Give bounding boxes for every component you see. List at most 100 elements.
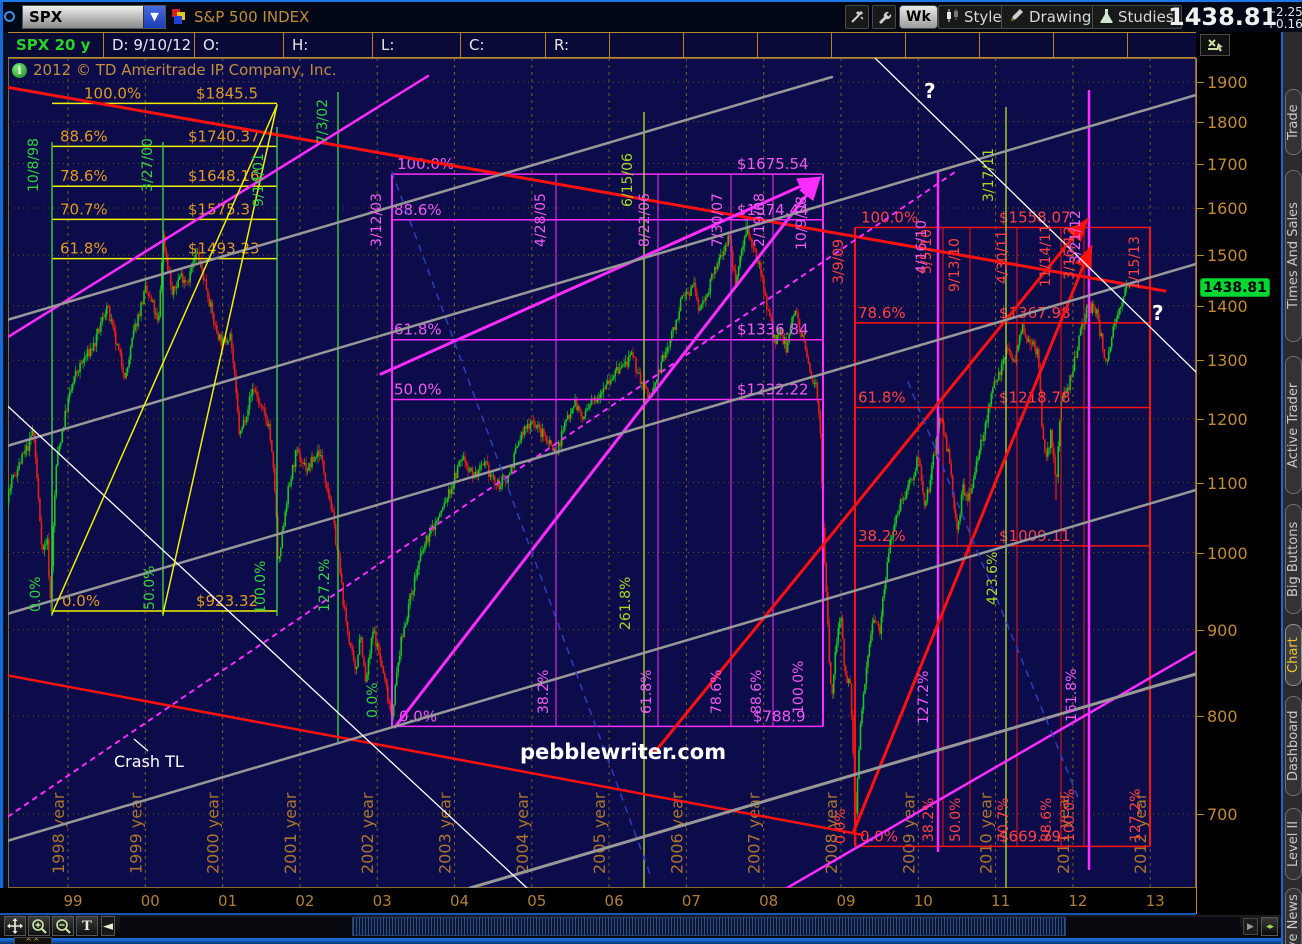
svg-text:127.2%: 127.2% — [916, 671, 932, 724]
svg-text:3/16/12: 3/16/12 — [1062, 226, 1078, 280]
style-candle-icon — [946, 8, 959, 27]
svg-text:4/16/10: 4/16/10 — [914, 220, 930, 274]
price-tick — [1197, 360, 1204, 362]
svg-text:70.7%: 70.7% — [60, 200, 108, 218]
drawings-button[interactable]: Drawings — [1001, 5, 1108, 29]
svg-text:9/13/10: 9/13/10 — [947, 238, 963, 292]
timeframe-button[interactable]: Wk — [899, 5, 938, 29]
year-axis-label: 03 — [372, 892, 392, 910]
price-tick-label: 900 — [1207, 620, 1238, 640]
scroll-right-icon[interactable]: ▶ — [1243, 918, 1258, 935]
flask-icon — [1100, 8, 1113, 27]
svg-text:10/9/08: 10/9/08 — [794, 196, 810, 250]
svg-text:38.2%: 38.2% — [858, 527, 906, 545]
price-change: +2.25 — [1266, 5, 1302, 19]
hand-cursor-icon[interactable] — [1200, 34, 1230, 56]
svg-text:0.0%: 0.0% — [28, 576, 44, 612]
chevron-expand-icon[interactable]: ^^ — [14, 937, 52, 944]
price-tick — [1197, 82, 1204, 83]
time-fib-verticals — [51, 90, 1091, 888]
price-tick-label: 1600 — [1207, 198, 1248, 218]
price-tick-label: 1500 — [1207, 246, 1248, 266]
svg-text:0.0%: 0.0% — [365, 682, 381, 718]
ohlc-empty-cell — [610, 33, 684, 57]
svg-text:50.0%: 50.0% — [394, 380, 442, 398]
symbol-link-ring-icon[interactable] — [4, 11, 15, 22]
svg-text:?: ? — [1152, 301, 1164, 325]
zoom-out-icon[interactable] — [52, 916, 74, 936]
splitter-icon[interactable]: ◂▸ — [1261, 917, 1278, 936]
chevron-down-icon[interactable]: ▼ — [143, 6, 165, 28]
year-watermarks: 1998 year 1999 year 2000 year 2001 year 2002… — [49, 792, 1150, 874]
year-axis-label: 08 — [759, 892, 779, 910]
svg-text:6/15/06: 6/15/06 — [620, 153, 636, 207]
svg-text:7/30/07: 7/30/07 — [710, 193, 726, 247]
gadget-sidebar: Trade Times And Sales Active Trader Big But… — [1281, 32, 1302, 944]
zoom-in-icon[interactable] — [28, 916, 50, 936]
svg-text:50.0%: 50.0% — [948, 798, 964, 842]
wrench-icon[interactable] — [872, 5, 896, 29]
svg-text:$1845.5: $1845.5 — [196, 84, 258, 102]
sidebar-tab-times-and-sales[interactable]: Times And Sales — [1285, 170, 1302, 342]
annotations: ?? Crash TL pebblewriter.com — [114, 79, 1164, 771]
svg-text:1/15/13: 1/15/13 — [1127, 236, 1143, 290]
symbol-input[interactable]: SPX ▼ — [22, 5, 166, 29]
copyright-text: 2012 © TD Ameritrade IP Company, Inc. — [33, 61, 337, 79]
svg-text:$1740.37: $1740.37 — [188, 127, 260, 145]
svg-text:$788.9: $788.9 — [753, 707, 806, 725]
sidebar-tab-chart[interactable]: Chart — [1285, 624, 1302, 686]
svg-text:3/9/09: 3/9/09 — [831, 239, 847, 284]
year-axis-label: 13 — [1145, 892, 1165, 910]
info-icon[interactable]: i — [12, 62, 27, 78]
svg-text:127.2%: 127.2% — [317, 559, 333, 612]
price-tick-label: 1700 — [1207, 154, 1248, 174]
scrollbar-thumb[interactable] — [352, 917, 1066, 936]
svg-text:78.6%: 78.6% — [60, 167, 108, 185]
sidebar-tab-big-buttons[interactable]: Big Buttons — [1285, 504, 1302, 614]
svg-text:$923.32: $923.32 — [196, 592, 258, 610]
svg-text:1998 year: 1998 year — [49, 792, 68, 874]
studies-button[interactable]: Studies — [1092, 5, 1182, 29]
svg-text:2004 year: 2004 year — [513, 792, 532, 874]
price-change-percent: +0.16% — [1266, 17, 1302, 31]
price-tick — [1197, 716, 1204, 718]
pointer-tools-icon[interactable] — [845, 5, 869, 29]
svg-text:2008 year: 2008 year — [822, 792, 841, 874]
copyright-row: i 2012 © TD Ameritrade IP Company, Inc. — [12, 61, 336, 79]
svg-text:88.6%: 88.6% — [749, 670, 765, 714]
svg-text:10/8/98: 10/8/98 — [26, 138, 42, 192]
svg-text:38.2%: 38.2% — [536, 670, 552, 714]
sidebar-tab-active-trader[interactable]: Active Trader — [1285, 356, 1302, 494]
year-axis-label: 12 — [1068, 892, 1088, 910]
ohlc-empty-cell — [758, 33, 832, 57]
price-axis[interactable]: 1900 1800 1700 1600 1500 1400 1300 1200 1100 1000… — [1196, 58, 1280, 914]
price-tick — [1197, 207, 1204, 209]
window-frame-left — [0, 2, 3, 944]
candles-layer — [8, 219, 1128, 847]
sidebar-tab-live-news[interactable]: Live News — [1285, 888, 1302, 944]
time-axis[interactable]: 99 00 01 02 03 04 05 06 07 08 09 10 11 12 13 — [0, 888, 1196, 913]
svg-text:$1493.23: $1493.23 — [188, 240, 260, 258]
svg-text:38.2%: 38.2% — [921, 798, 937, 842]
ohlc-empty-cell — [684, 33, 758, 57]
style-button[interactable]: Style — [938, 5, 1010, 29]
sidebar-tab-level-ii[interactable]: Level II — [1285, 808, 1302, 880]
sidebar-tab-trade[interactable]: Trade — [1285, 89, 1302, 155]
scroll-left-icon[interactable]: ◄ — [101, 916, 115, 936]
svg-text:2006 year: 2006 year — [667, 792, 686, 874]
svg-text:100.0%: 100.0% — [861, 208, 918, 226]
sidebar-tab-dashboard[interactable]: Dashboard — [1285, 696, 1302, 796]
price-tick-label: 1100 — [1207, 473, 1248, 493]
link-squares-icon[interactable] — [172, 9, 188, 25]
svg-text:127.2%: 127.2% — [1128, 789, 1144, 842]
pan-icon[interactable] — [4, 916, 26, 936]
svg-text:1999 year: 1999 year — [126, 792, 145, 874]
price-tick-label: 1300 — [1207, 351, 1248, 371]
text-tool-icon[interactable]: T — [76, 916, 98, 936]
ohlc-bar: SPX 20 y WD: 9/10/12O: 1437.92H: 1439.51… — [0, 32, 1196, 78]
symbol-description: S&P 500 INDEX — [194, 8, 310, 26]
price-tick — [1197, 163, 1204, 165]
year-axis-label: 01 — [218, 892, 238, 910]
